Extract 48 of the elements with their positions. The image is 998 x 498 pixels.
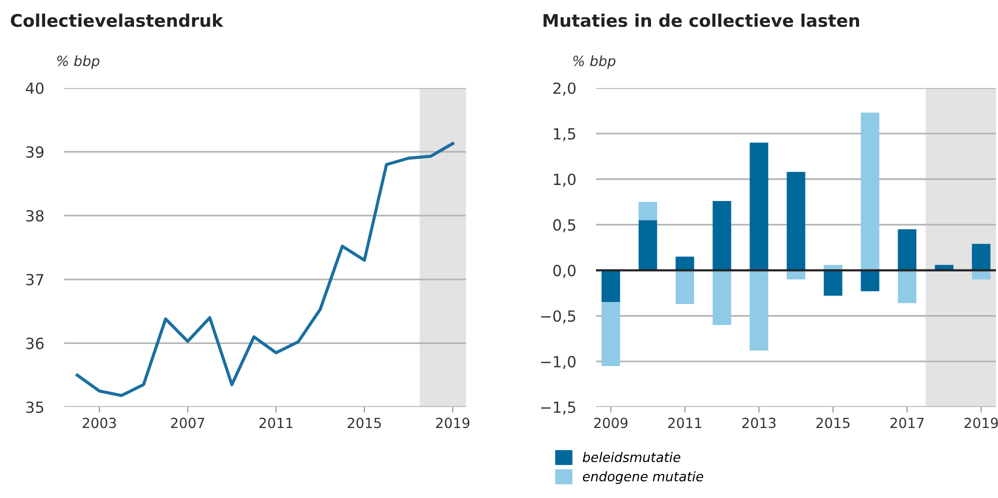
y-tick-label: 40 — [26, 82, 44, 94]
bar — [786, 172, 806, 270]
x-tick-label: 2011 — [668, 418, 702, 428]
bar — [972, 244, 990, 270]
y-tick-label: 38 — [26, 210, 44, 222]
y-tick-label: 2,0 — [553, 82, 576, 96]
bar — [898, 270, 916, 304]
y-tick-label: 35 — [26, 401, 44, 414]
x-tick-label: 2019 — [436, 418, 470, 428]
chart-title: Mutaties in de collectieve lasten — [544, 14, 860, 28]
x-tick-label: 2019 — [964, 418, 998, 428]
bar — [750, 270, 768, 350]
y-tick-label: 0,5 — [553, 219, 576, 232]
x-tick-label: 2015 — [348, 418, 381, 428]
x-tick-label: 2009 — [594, 418, 628, 428]
bar — [602, 270, 620, 302]
bar — [638, 220, 658, 270]
y-tick-label: 0,0 — [553, 264, 576, 278]
x-tick-label: 2013 — [742, 418, 776, 428]
bar — [638, 202, 658, 220]
bar — [676, 270, 694, 304]
bar — [602, 302, 620, 366]
chart-title: Collectievelastendruk — [10, 14, 224, 28]
y-tick-label: −0,5 — [541, 310, 576, 324]
legend-label: endogene mutatie — [582, 471, 704, 484]
bar — [750, 142, 768, 270]
y-tick-label: 39 — [26, 146, 44, 158]
bar — [712, 201, 732, 270]
bar — [860, 270, 880, 292]
y-axis-title: % bbp — [57, 55, 100, 69]
x-tick-label: 2017 — [890, 418, 924, 428]
y-tick-label: 37 — [26, 274, 44, 286]
x-tick-label: 2003 — [82, 418, 116, 428]
legend-label: beleidsmutatie — [582, 452, 680, 462]
y-tick-label: −1,5 — [541, 402, 576, 415]
bar — [898, 229, 916, 270]
line-series — [76, 142, 454, 398]
x-tick-label: 2015 — [816, 418, 850, 428]
y-tick-label: 36 — [26, 338, 44, 350]
y-tick-label: 1,5 — [554, 128, 576, 142]
y-tick-label: −1,0 — [541, 356, 576, 370]
x-tick-label: 2011 — [259, 418, 292, 428]
y-axis-title: % bbp — [573, 55, 616, 69]
x-tick-label: 2007 — [171, 418, 204, 428]
bar — [712, 270, 732, 325]
bar — [860, 112, 880, 270]
bar — [824, 270, 842, 296]
y-tick-label: 1,0 — [554, 174, 576, 187]
